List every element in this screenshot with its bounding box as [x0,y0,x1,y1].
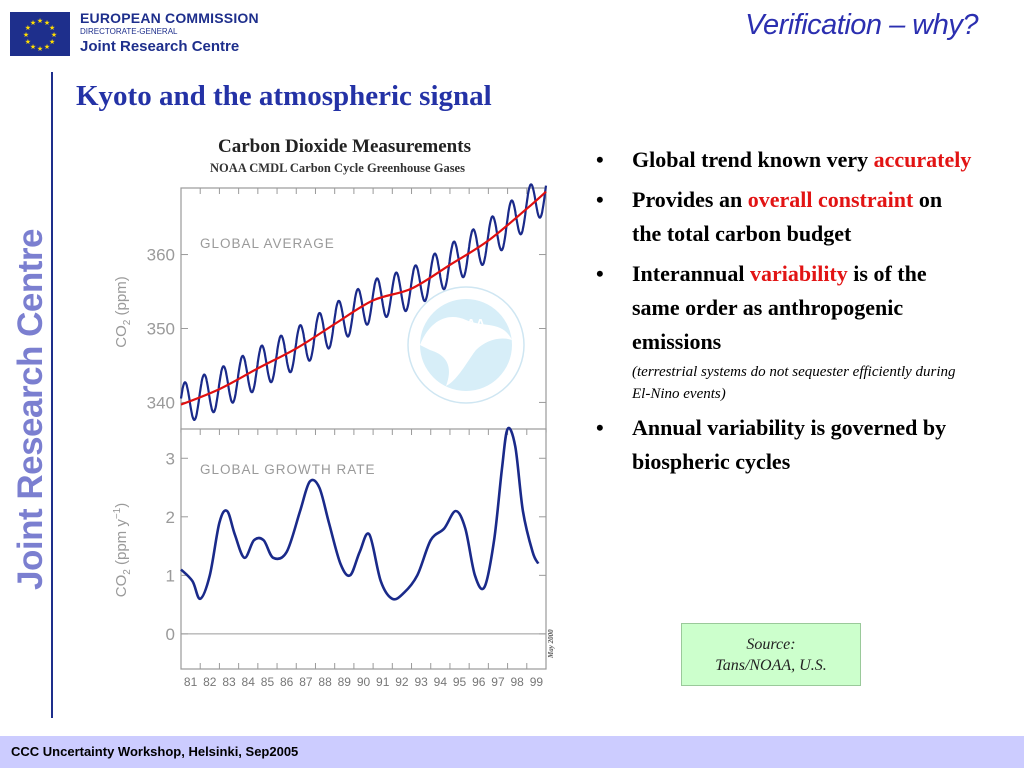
eu-star-icon: ★ [25,24,31,32]
bullet-text-tail: on the total carbon budget [632,187,943,246]
bullet-text: Provides an [632,187,748,212]
bullet-text: Global trend known very [632,147,874,172]
svg-text:NOAA: NOAA [447,316,486,331]
x-tick-label: 98 [511,675,525,689]
bullet-item: • Provides an overall constraint on the t… [594,183,974,251]
eu-star-icon: ★ [37,45,43,53]
x-tick-label: 82 [203,675,217,689]
co2-chart: NOAA GLOBAL AVERAGE GLOBAL GROWTH RATE 3… [112,183,555,689]
x-tick-label: 92 [395,675,409,689]
eu-star-icon: ★ [51,31,57,39]
bullet-highlight: overall constraint [747,187,914,212]
eu-star-icon: ★ [49,24,55,32]
x-tick-label: 87 [299,675,313,689]
y-tick-label: 0 [166,625,175,644]
x-tick-label: 97 [491,675,505,689]
panel-frame-bottom [180,428,547,670]
y-tick-label: 2 [166,508,175,527]
x-tick-label: 85 [261,675,275,689]
bullet-item: • Interannual variability is of the same … [594,257,974,405]
y-tick-label: 360 [147,246,175,265]
bullet-text: Annual variability is governed by biosph… [632,415,947,474]
org-line2: DIRECTORATE-GENERAL [80,27,178,36]
source-label: Source: [746,636,796,653]
series-trend [180,190,547,406]
eu-star-icon: ★ [37,17,43,25]
y-tick-label: 1 [166,566,175,585]
footer-text: CCC Uncertainty Workshop, Helsinki, Sep2… [11,744,299,759]
eu-flag-logo: ★ ★ ★ ★ ★ ★ ★ ★ ★ ★ ★ ★ [10,12,70,56]
series-seasonal-co2 [179,183,548,421]
source-box: Source: Tans/NOAA, U.S. [681,623,861,686]
org-line3: Joint Research Centre [80,38,240,55]
x-tick-label: 84 [242,675,256,689]
bullet-list: • Global trend known very accurately • Pro… [594,143,974,485]
panel-label-bottom: GLOBAL GROWTH RATE [200,462,376,477]
x-tick-label: 83 [222,675,236,689]
eu-star-icon: ★ [44,19,50,27]
bullet-dot: • [596,415,604,440]
date-stamp: May 2000 [547,629,555,659]
eu-stars-icon: ★ ★★★★★★★★★★★ [23,17,57,53]
vertical-divider [51,72,53,718]
bullet-item: • Global trend known very accurately [594,143,974,177]
bullet-dot: • [596,261,604,286]
eu-star-icon: ★ [30,43,36,51]
bullet-highlight: accurately [873,147,972,172]
x-tick-label: 86 [280,675,294,689]
bullet-note: (terrestrial systems do not sequester ef… [632,364,956,402]
y-tick-label: 340 [147,393,175,412]
eu-star-icon: ★ [25,38,31,46]
footer-bar: CCC Uncertainty Workshop, Helsinki, Sep2… [0,736,1024,768]
slide-title: Kyoto and the atmospheric signal [76,80,492,112]
bullet-item: • Annual variability is governed by biosp… [594,411,974,479]
x-tick-label: 91 [376,675,390,689]
eu-star-icon: ★ [23,31,29,39]
x-tick-label: 99 [530,675,544,689]
ylabel-top: CO2 (ppm) [113,276,133,347]
x-tick-label: 88 [318,675,332,689]
section-title: Verification – why? [745,9,978,41]
eu-star-icon: ★ [30,19,36,27]
vertical-brand: Joint Research Centre [11,228,50,590]
y-tick-label: 3 [166,449,175,468]
eu-star-icon: ★ [49,38,55,46]
bullet-highlight: variability [749,261,848,286]
y-tick-label: 350 [147,319,175,338]
bullet-text-tail: is of the same order as anthropogenic em… [632,261,927,354]
source-value: Tans/NOAA, U.S. [715,657,827,674]
org-line1: EUROPEAN COMMISSION [80,10,259,26]
bullet-dot: • [596,147,604,172]
noaa-logo-icon: NOAA [407,286,525,404]
org-name: EUROPEAN COMMISSION DIRECTORATE-GENERAL … [80,11,259,54]
x-tick-label: 81 [184,675,198,689]
chart-title: Carbon Dioxide Measurements [218,136,471,157]
bullet-text: Interannual [632,261,750,286]
x-tick-label: 93 [414,675,428,689]
chart-subtitle: NOAA CMDL Carbon Cycle Greenhouse Gases [210,161,465,175]
bullet-dot: • [596,187,604,212]
ylabel-bottom: CO2 (ppm y−1) [112,503,133,597]
x-tick-label: 95 [453,675,467,689]
x-tick-label: 94 [434,675,448,689]
x-tick-label: 96 [472,675,486,689]
panel-label-top: GLOBAL AVERAGE [200,236,335,251]
series-growth-rate [180,426,540,601]
x-tick-label: 89 [338,675,352,689]
eu-star-icon: ★ [44,43,50,51]
x-tick-label: 90 [357,675,371,689]
